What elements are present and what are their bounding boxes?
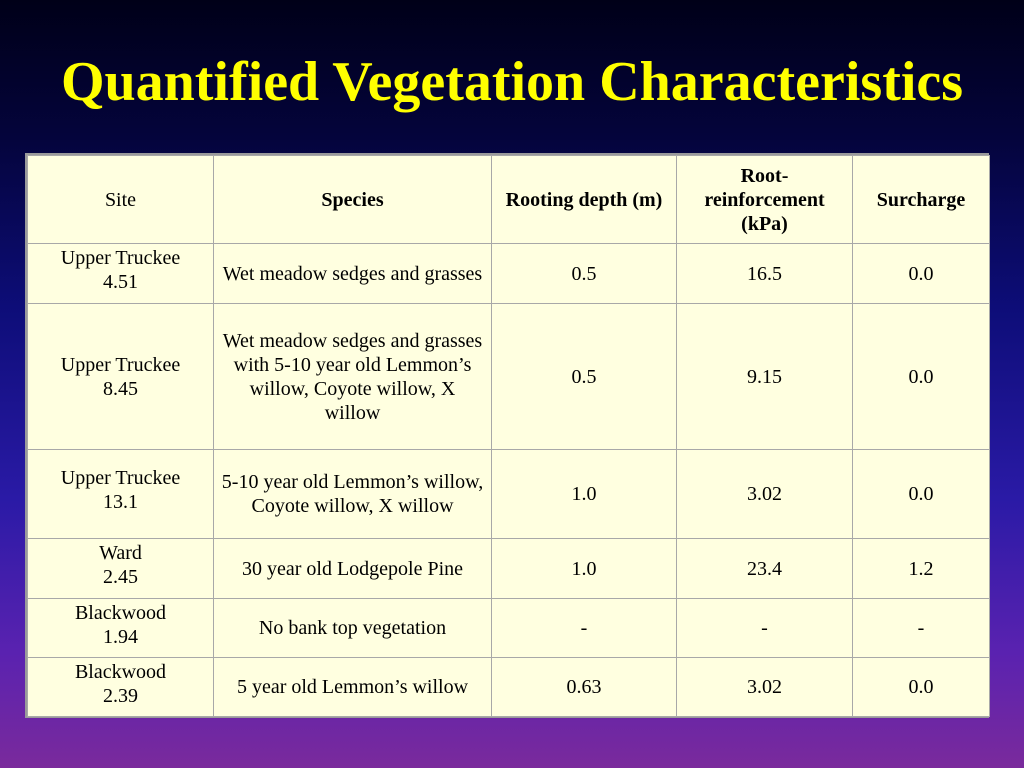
- header-surcharge: Surcharge: [852, 155, 990, 244]
- species-cell: 30 year old Lodgepole Pine: [213, 538, 492, 599]
- rooting-depth-cell: 1.0: [491, 449, 677, 539]
- header-site: Site: [27, 155, 214, 244]
- root-reinforcement-cell: 3.02: [676, 657, 853, 717]
- site-name: Blackwood: [74, 661, 167, 683]
- site-number: 8.45: [103, 377, 138, 400]
- site-number: 2.45: [103, 566, 138, 588]
- site-cell: Blackwood 2.39: [27, 657, 214, 717]
- site-name: Blackwood: [74, 602, 167, 624]
- species-cell: Wet meadow sedges and grasses: [213, 243, 492, 304]
- surcharge-cell: 0.0: [852, 657, 990, 717]
- table-row: Blackwood 2.39 5 year old Lemmon’s willo…: [27, 657, 990, 717]
- site-name: Upper Truckee: [60, 467, 181, 489]
- rooting-depth-cell: 0.5: [491, 243, 677, 304]
- site-cell: Upper Truckee 13.1: [27, 449, 214, 539]
- surcharge-cell: 0.0: [852, 303, 990, 450]
- species-cell: No bank top vegetation: [213, 598, 492, 658]
- table-row: Ward 2.45 30 year old Lodgepole Pine 1.0…: [27, 538, 990, 599]
- surcharge-cell: 0.0: [852, 243, 990, 304]
- site-cell: Upper Truckee 4.51: [27, 243, 214, 304]
- site-name: Ward: [99, 542, 142, 564]
- vegetation-table-container: Site Species Rooting depth (m) Root-rein…: [25, 153, 990, 718]
- header-root-reinforcement: Root-reinforcement (kPa): [676, 155, 853, 244]
- rooting-depth-cell: 0.63: [491, 657, 677, 717]
- site-name: Upper Truckee: [60, 353, 181, 376]
- table-row: Upper Truckee 8.45 Wet meadow sedges and…: [27, 303, 990, 450]
- root-reinforcement-cell: 23.4: [676, 538, 853, 599]
- slide-title: Quantified Vegetation Characteristics: [60, 51, 964, 113]
- species-cell: 5 year old Lemmon’s willow: [213, 657, 492, 717]
- table-row: Upper Truckee 4.51 Wet meadow sedges and…: [27, 243, 990, 304]
- table-row: Upper Truckee 13.1 5-10 year old Lemmon’…: [27, 449, 990, 539]
- rooting-depth-cell: 0.5: [491, 303, 677, 450]
- site-number: 4.51: [103, 271, 138, 293]
- rooting-depth-cell: 1.0: [491, 538, 677, 599]
- site-number: 1.94: [103, 626, 138, 648]
- site-name: Upper Truckee: [60, 247, 181, 269]
- surcharge-cell: -: [852, 598, 990, 658]
- site-cell: Upper Truckee 8.45: [27, 303, 214, 450]
- root-reinforcement-cell: 16.5: [676, 243, 853, 304]
- root-reinforcement-cell: 3.02: [676, 449, 853, 539]
- header-species: Species: [213, 155, 492, 244]
- site-cell: Blackwood 1.94: [27, 598, 214, 658]
- species-cell: Wet meadow sedges and grasses with 5-10 …: [213, 303, 492, 450]
- species-cell: 5-10 year old Lemmon’s willow, Coyote wi…: [213, 449, 492, 539]
- table-row: Blackwood 1.94 No bank top vegetation - …: [27, 598, 990, 658]
- rooting-depth-cell: -: [491, 598, 677, 658]
- surcharge-cell: 1.2: [852, 538, 990, 599]
- root-reinforcement-cell: 9.15: [676, 303, 853, 450]
- site-number: 13.1: [103, 491, 138, 513]
- site-cell: Ward 2.45: [27, 538, 214, 599]
- root-reinforcement-cell: -: [676, 598, 853, 658]
- surcharge-cell: 0.0: [852, 449, 990, 539]
- header-rooting-depth: Rooting depth (m): [491, 155, 677, 244]
- vegetation-table: Site Species Rooting depth (m) Root-rein…: [27, 155, 990, 717]
- site-number: 2.39: [103, 685, 138, 707]
- header-row: Site Species Rooting depth (m) Root-rein…: [27, 155, 990, 244]
